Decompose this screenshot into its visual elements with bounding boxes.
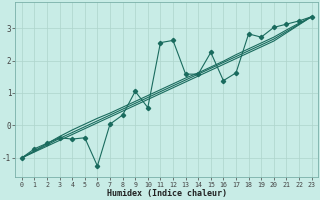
X-axis label: Humidex (Indice chaleur): Humidex (Indice chaleur) [107,189,227,198]
